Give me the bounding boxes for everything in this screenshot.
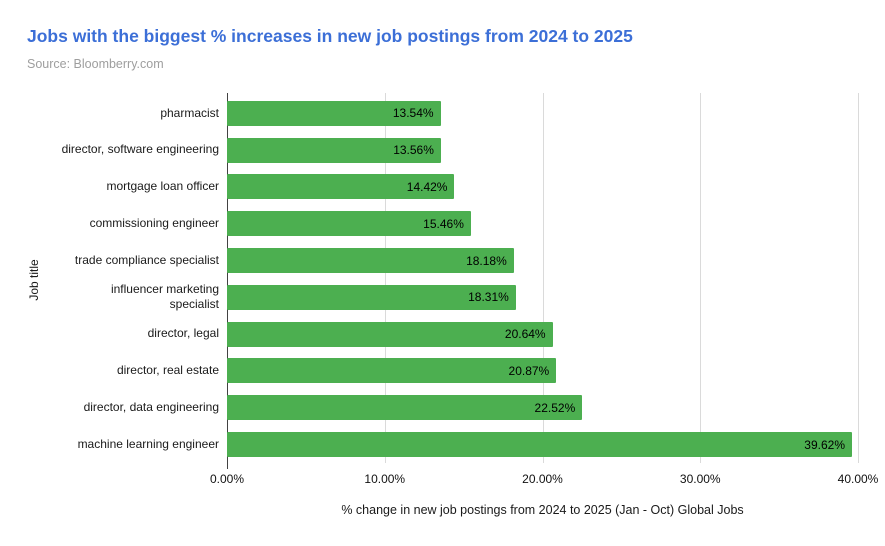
category-label: influencer marketing specialist — [110, 281, 219, 312]
bar-row: director, legal 20.64% — [148, 316, 858, 353]
category-label: mortgage loan officer — [106, 179, 219, 194]
bar: 18.18% — [227, 248, 514, 274]
bar-value-label: 13.56% — [393, 143, 434, 158]
bar: 13.54% — [227, 100, 441, 126]
bar-row: machine learning engineer 39.62% — [78, 426, 858, 463]
bar-row: mortgage loan officer 14.42% — [106, 169, 858, 206]
chart-title: Jobs with the biggest % increases in new… — [27, 26, 633, 46]
bar-row: director, data engineering 22.52% — [84, 389, 858, 426]
bar-row: pharmacist 13.54% — [160, 95, 858, 132]
x-axis-title: % change in new job postings from 2024 t… — [341, 503, 744, 517]
gridline — [858, 93, 859, 463]
bar-row: director, software engineering 13.56% — [62, 132, 858, 169]
category-label: director, legal — [147, 326, 219, 341]
bar-value-label: 14.42% — [406, 179, 448, 194]
x-tick-label: 30.00% — [679, 472, 721, 486]
category-label: pharmacist — [160, 105, 219, 120]
x-tick-label: 10.00% — [364, 472, 406, 486]
x-tick-label: 0.00% — [209, 472, 245, 486]
bar-row: influencer marketing specialist 18.31% — [111, 279, 858, 316]
bar-rows: pharmacist 13.54% director, software engin… — [62, 95, 858, 463]
bar-value-label: 15.46% — [423, 216, 464, 231]
bar-value-label: 20.64% — [504, 327, 546, 342]
bar-row: director, real estate 20.87% — [117, 353, 858, 390]
bar: 15.46% — [227, 211, 471, 237]
category-label: trade compliance specialist — [74, 252, 219, 267]
bar-value-label: 20.87% — [508, 363, 550, 378]
category-label: director, real estate — [116, 363, 219, 378]
bar-value-label: 22.52% — [534, 400, 576, 415]
bar-value-label: 39.62% — [804, 437, 845, 452]
bar-value-label: 18.18% — [466, 253, 507, 268]
gridline — [384, 93, 386, 463]
category-label: commissioning engineer — [89, 215, 219, 230]
y-axis-line — [227, 93, 228, 469]
bar: 22.52% — [227, 395, 583, 421]
plot-area: pharmacist 13.54% director, software engin… — [62, 93, 878, 486]
bar-value-label: 13.54% — [392, 106, 434, 121]
gridline — [700, 93, 702, 463]
bar-value-label: 18.31% — [468, 290, 509, 305]
bar: 20.87% — [227, 358, 557, 384]
bar: 14.42% — [227, 174, 455, 200]
bar-row: trade compliance specialist 18.18% — [75, 242, 858, 279]
bar: 13.56% — [227, 137, 441, 163]
bar-row: commissioning engineer 15.46% — [90, 205, 858, 242]
bar: 20.64% — [227, 321, 553, 347]
category-label: director, software engineering — [61, 142, 219, 157]
x-tick-label: 20.00% — [522, 472, 563, 486]
gridline — [542, 93, 544, 463]
x-tick-label: 40.00% — [837, 472, 879, 486]
bar: 18.31% — [227, 284, 516, 310]
bar: 39.62% — [227, 432, 852, 458]
category-label: director, data engineering — [83, 399, 219, 414]
category-label: machine learning engineer — [77, 436, 219, 451]
chart-source: Source: Bloomberry.com — [27, 57, 164, 71]
